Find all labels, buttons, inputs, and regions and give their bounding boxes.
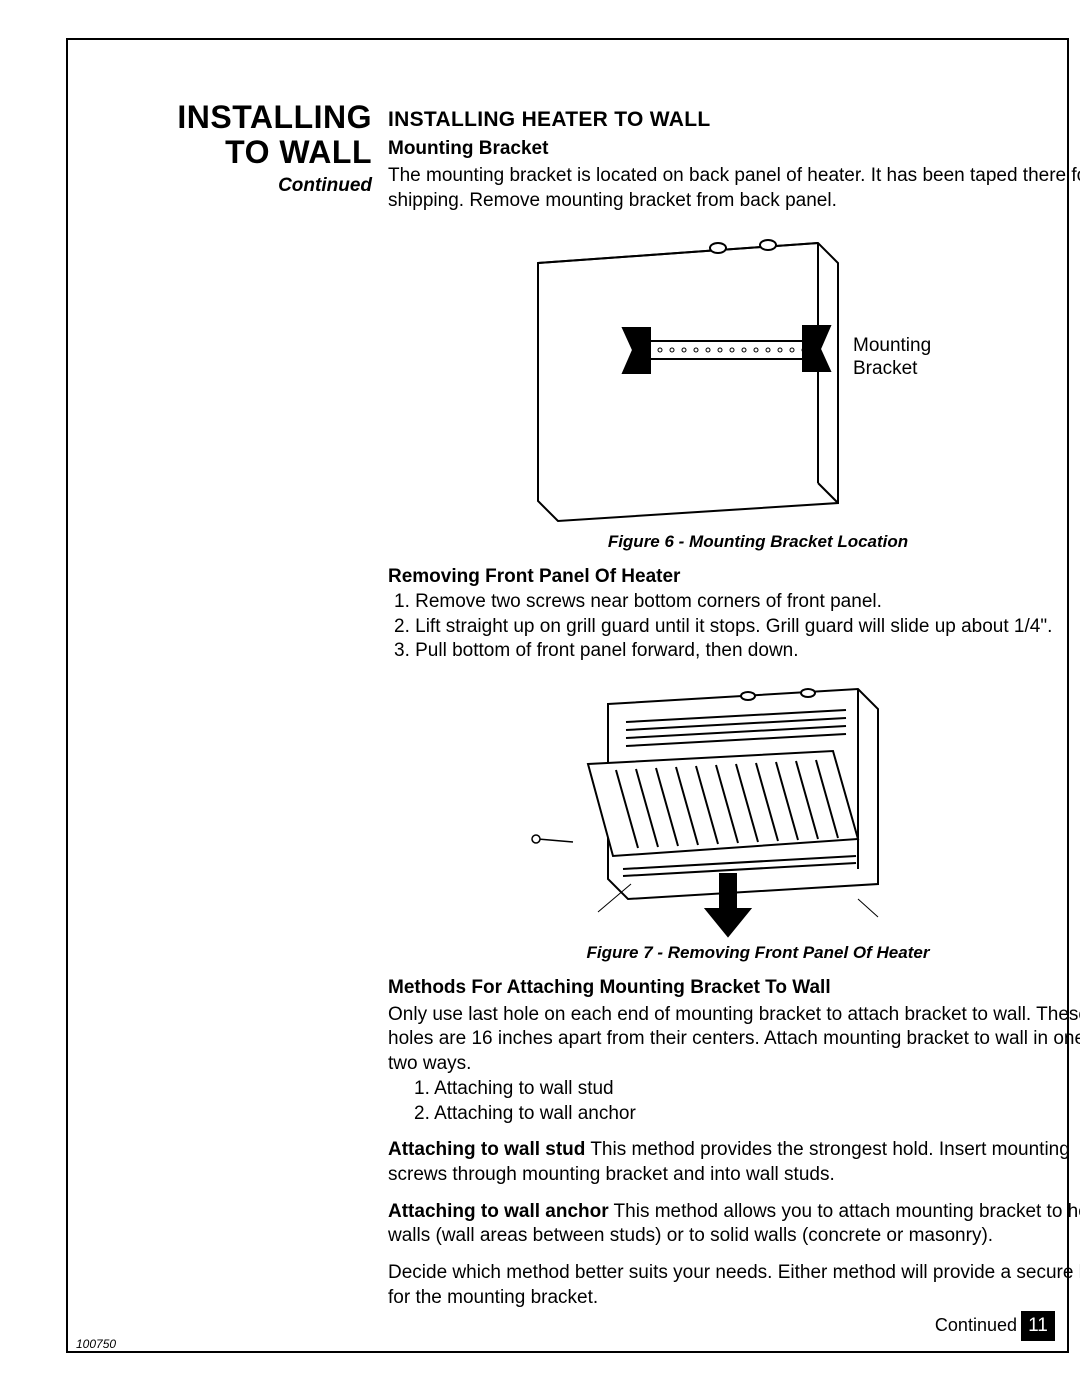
page-border: INSTALLING TO WALL Continued INSTALLING … — [66, 38, 1069, 1353]
anchor-paragraph: Attaching to wall anchor This method all… — [388, 1200, 1080, 1249]
method-opt-1: 1. Attaching to wall stud — [388, 1077, 1080, 1102]
methods-body: Only use last hole on each end of mounti… — [388, 1003, 1080, 1077]
heading-1: INSTALLING HEATER TO WALL — [388, 106, 1080, 133]
stud-paragraph: Attaching to wall stud This method provi… — [388, 1138, 1080, 1187]
section-title-line1: INSTALLING — [142, 100, 372, 135]
decide-paragraph: Decide which method better suits your ne… — [388, 1261, 1080, 1310]
figure-6-caption: Figure 6 - Mounting Bracket Location — [388, 531, 1080, 553]
anchor-run-in: Attaching to wall anchor — [388, 1201, 609, 1222]
step-3: 3. Pull bottom of front panel forward, t… — [388, 639, 1080, 664]
figure-7: Figure 7 - Removing Front Panel Of Heate… — [388, 674, 1080, 964]
document-number: 100750 — [76, 1337, 116, 1353]
figure-6-svg — [388, 223, 1080, 523]
figure-6: Mounting Bracket Figure 6 - Mounting Bra… — [388, 223, 1080, 553]
step-2: 2. Lift straight up on grill guard until… — [388, 615, 1080, 640]
figure-7-caption: Figure 7 - Removing Front Panel Of Heate… — [388, 942, 1080, 964]
main-content: INSTALLING HEATER TO WALL Mounting Brack… — [388, 106, 1080, 1310]
sidebar: INSTALLING TO WALL Continued — [142, 100, 372, 199]
figure-7-svg — [388, 674, 1080, 939]
mounting-bracket-body: The mounting bracket is located on back … — [388, 164, 1080, 213]
removing-panel-heading: Removing Front Panel Of Heater — [388, 565, 1080, 590]
section-continued: Continued — [142, 174, 372, 199]
methods-heading: Methods For Attaching Mounting Bracket T… — [388, 976, 1080, 1001]
section-title-line2: TO WALL — [142, 135, 372, 170]
mounting-bracket-heading: Mounting Bracket — [388, 137, 1080, 162]
method-opt-2: 2. Attaching to wall anchor — [388, 1102, 1080, 1127]
stud-run-in: Attaching to wall stud — [388, 1139, 585, 1160]
figure-6-label: Mounting Bracket — [853, 335, 931, 381]
step-1: 1. Remove two screws near bottom corners… — [388, 590, 1080, 615]
page-number: 11 — [1021, 1311, 1055, 1341]
continued-footer: Continued — [935, 1314, 1017, 1337]
